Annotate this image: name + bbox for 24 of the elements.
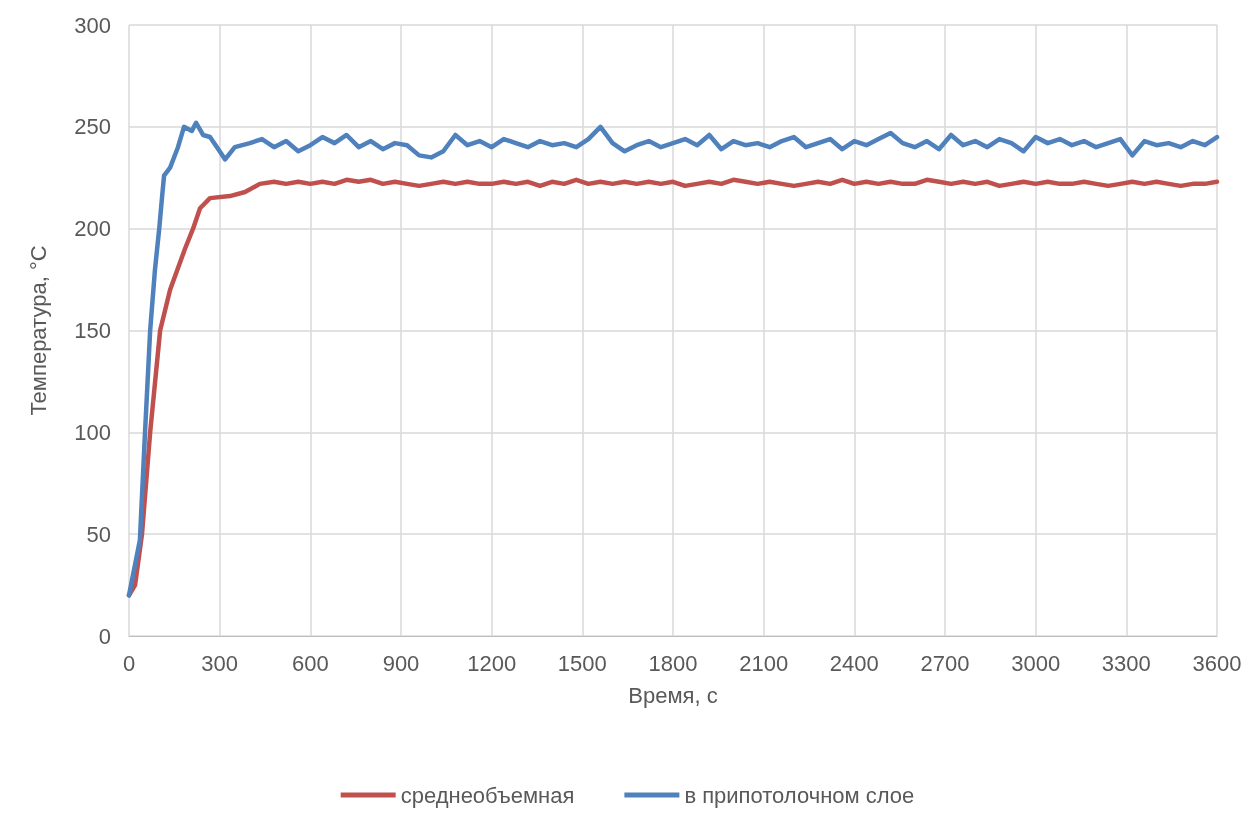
x-tick-label: 2400 xyxy=(829,650,879,676)
y-tick-label: 250 xyxy=(74,114,111,140)
y-tick-label: 50 xyxy=(86,521,111,547)
x-tick-label: 900 xyxy=(382,650,420,676)
x-tick-label: 1800 xyxy=(648,650,698,676)
x-tick-label: 1200 xyxy=(467,650,517,676)
x-tick-label: 2100 xyxy=(739,650,789,676)
y-tick-label: 0 xyxy=(98,623,111,649)
y-axis-title: Температура, °C xyxy=(25,245,51,416)
x-tick-label: 3600 xyxy=(1192,650,1242,676)
x-tick-label: 600 xyxy=(291,650,329,676)
y-tick-label: 300 xyxy=(74,12,111,38)
x-tick-label: 3000 xyxy=(1011,650,1061,676)
x-tick-label: 300 xyxy=(201,650,239,676)
x-tick-label: 0 xyxy=(122,650,136,676)
y-tick-label: 150 xyxy=(74,318,111,343)
x-axis-title: Время, с xyxy=(628,682,718,708)
y-tick-label: 100 xyxy=(74,419,111,445)
y-tick-label: 200 xyxy=(74,216,111,242)
x-tick-label: 2700 xyxy=(920,650,970,676)
legend-label: в припотолочном слое xyxy=(684,782,915,808)
x-tick-label: 3300 xyxy=(1101,650,1151,676)
legend-label: среднеобъемная xyxy=(400,782,575,808)
x-tick-label: 1500 xyxy=(557,650,607,676)
